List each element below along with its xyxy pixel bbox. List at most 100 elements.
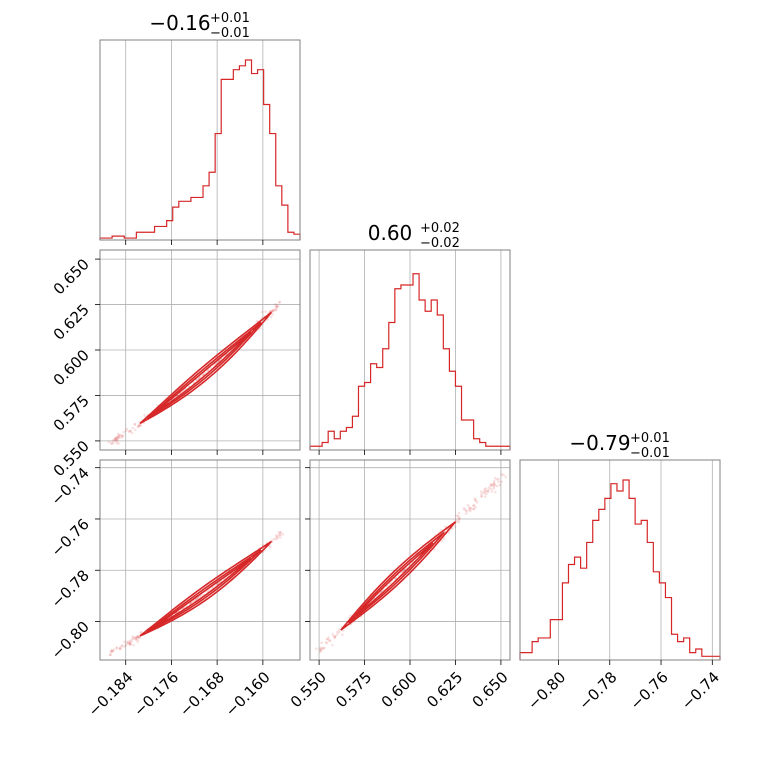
x-tick-label: −0.176 [130, 668, 182, 720]
y-tick-label: 0.650 [50, 255, 93, 298]
x-tick-label: −0.74 [678, 668, 723, 713]
scatter-point [490, 484, 493, 487]
x-tick-label: −0.168 [176, 668, 228, 720]
scatter-point [489, 483, 493, 486]
scatter-point [128, 643, 132, 646]
x-tick-label: 0.625 [423, 668, 466, 711]
scatter-point [133, 635, 136, 639]
scatter-point [114, 437, 118, 440]
scatter-point [276, 535, 280, 539]
histogram-step-line [99, 59, 301, 240]
scatter-point [333, 636, 337, 639]
scatter-point [110, 441, 113, 445]
scatter-point [115, 435, 119, 439]
scatter-point [276, 304, 279, 308]
scatter-point [457, 517, 461, 520]
scatter-point [128, 639, 132, 643]
scatter-point [118, 646, 122, 650]
scatter-point [471, 507, 475, 511]
panel-title: −0.79 [569, 431, 630, 455]
panel-frame [519, 459, 721, 661]
scatter-point [328, 639, 332, 643]
scatter-point [117, 432, 120, 436]
scatter-point [128, 430, 131, 434]
scatter-point [491, 483, 495, 486]
scatter-point [112, 438, 116, 441]
scatter-point [341, 633, 344, 637]
scatter-point [278, 300, 282, 304]
scatter-point [140, 630, 143, 634]
scatter-point [333, 635, 337, 639]
contour-level [153, 557, 252, 629]
scatter-point [486, 489, 489, 493]
scatter-point [133, 428, 137, 432]
scatter-point [133, 422, 137, 426]
scatter-point [492, 481, 496, 485]
scatter-point [319, 649, 323, 652]
scatter-point [138, 636, 142, 640]
scatter-point [279, 530, 282, 534]
y-tick-label: −0.80 [48, 618, 93, 663]
scatter-point [108, 653, 112, 657]
scatter-point [502, 473, 505, 477]
histogram-panel-1: −0.16 +0.01−0.01 [99, 11, 301, 245]
y-tick-label: 0.575 [50, 392, 93, 435]
scatter-point [136, 425, 140, 429]
scatter-point [115, 647, 119, 650]
scatter-point [456, 519, 459, 523]
scatter-point [136, 640, 140, 643]
histogram-panel-3: −0.80 −0.78 −0.76 −0.74 −0.79 +0.01−0.01 [519, 431, 723, 713]
scatter-point [118, 434, 122, 437]
scatter-point [472, 507, 476, 511]
scatter-point [469, 506, 472, 510]
scatter-point [497, 480, 500, 484]
scatter-point [465, 510, 469, 513]
scatter-point [324, 641, 328, 644]
scatter-point [116, 438, 119, 442]
scatter-point [121, 434, 124, 437]
scatter-point [206, 369, 210, 372]
scatter-point [271, 313, 275, 316]
scatter-point [349, 614, 352, 617]
scatter-point [440, 539, 444, 543]
y-tick-label: −0.76 [48, 515, 93, 560]
scatter-point [126, 640, 129, 643]
scatter-point [451, 527, 454, 530]
scatter-point [128, 429, 131, 433]
scatter-point [490, 490, 494, 493]
scatter-point [123, 640, 126, 644]
scatter-point [492, 482, 496, 486]
scatter-point [195, 378, 198, 382]
scatter-point [453, 525, 457, 528]
scatter-point [467, 506, 471, 509]
scatter-point [456, 514, 460, 518]
scatter-point [118, 647, 122, 650]
scatter-point [474, 505, 477, 509]
scatter-point [484, 487, 488, 490]
scatter-point [277, 531, 281, 534]
contour-level [146, 549, 262, 633]
scatter-point [131, 643, 135, 647]
scatter-point [334, 634, 338, 638]
scatter-point [132, 637, 135, 640]
scatter-point [272, 308, 275, 312]
scatter-point [134, 637, 138, 641]
scatter-point [327, 636, 330, 639]
scatter-point [128, 641, 132, 645]
scatter-point [276, 305, 279, 308]
contour-level [146, 321, 262, 420]
scatter-point [131, 635, 134, 638]
scatter-point [118, 647, 122, 651]
scatter-point [325, 641, 329, 645]
scatter-point [274, 537, 277, 541]
scatter-point [492, 487, 496, 490]
scatter-point [275, 533, 278, 537]
scatter-point [192, 599, 195, 603]
scatter-point [320, 641, 323, 645]
contour-level [139, 540, 273, 637]
scatter-point [472, 504, 475, 507]
scatter-point [121, 644, 124, 647]
scatter-point [139, 424, 142, 428]
scatter-point [444, 525, 447, 529]
scatter-point [125, 427, 129, 431]
